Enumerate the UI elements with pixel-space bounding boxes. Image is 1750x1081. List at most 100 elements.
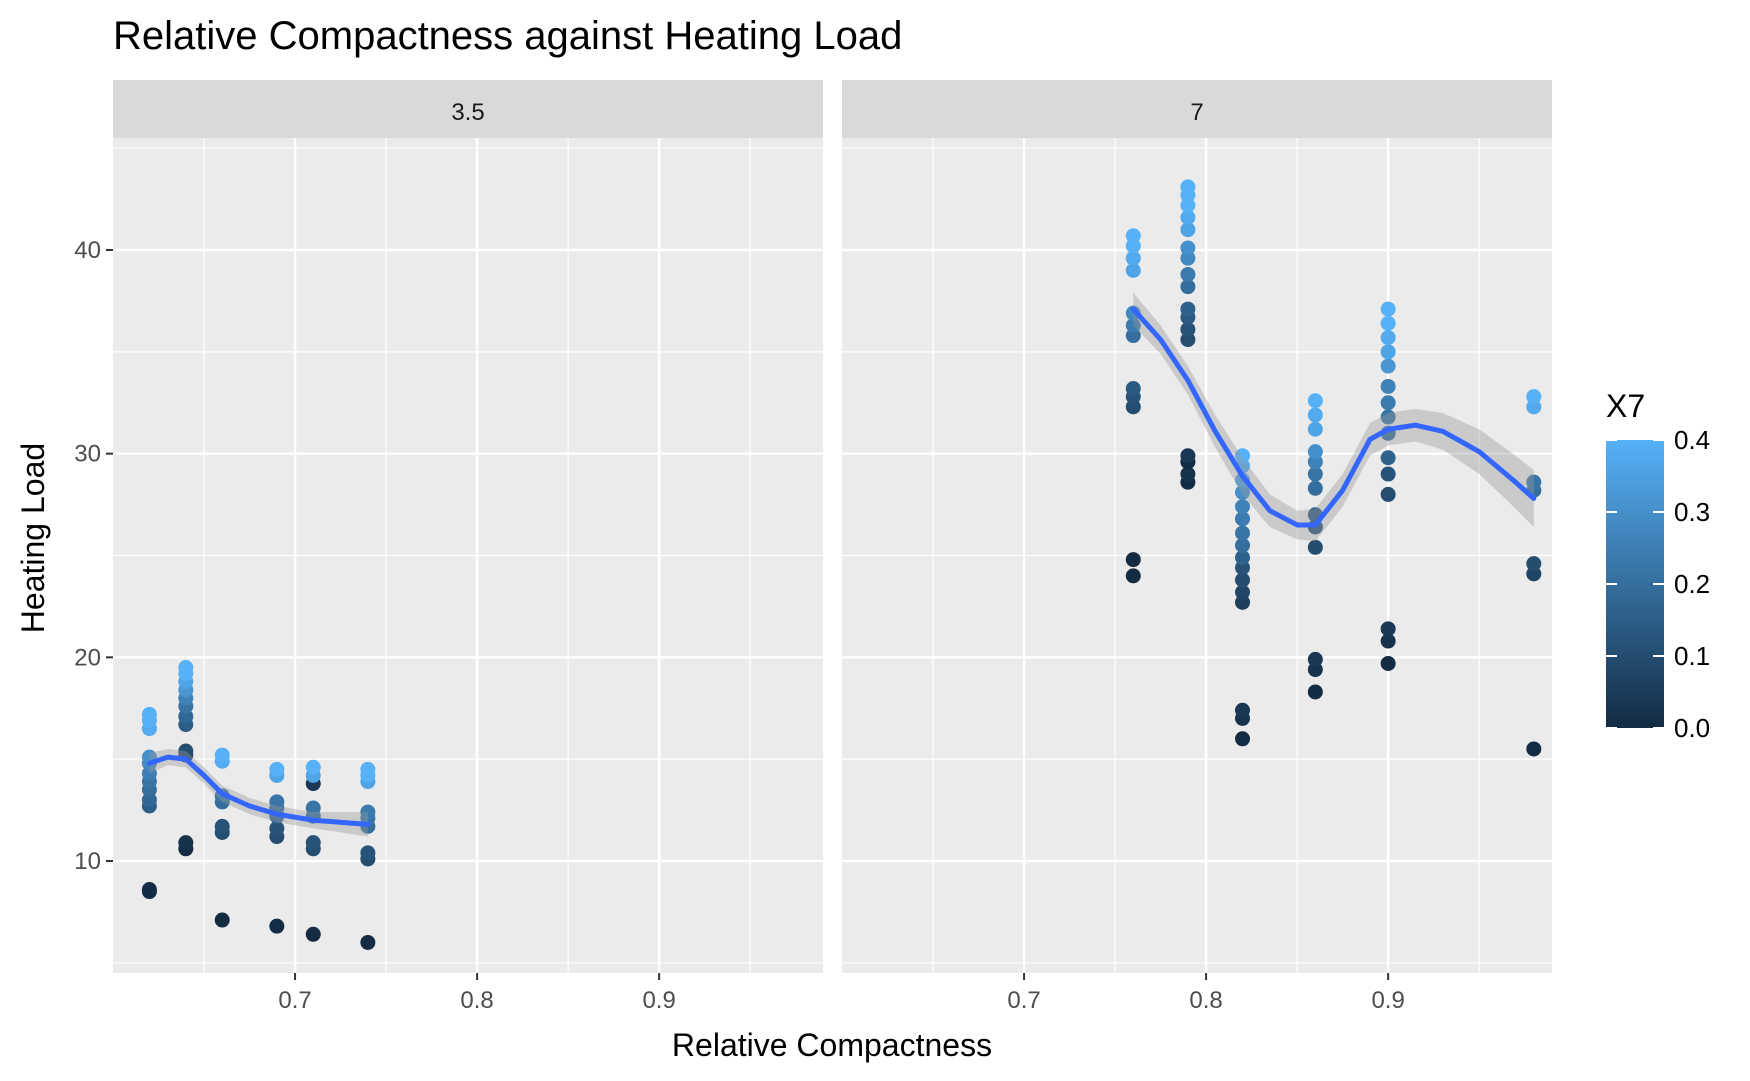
data-point (1380, 395, 1396, 411)
data-point (141, 882, 157, 897)
data-point (1180, 301, 1196, 317)
data-point (1307, 421, 1323, 437)
facet-strip (842, 80, 1552, 138)
data-point (178, 835, 194, 851)
data-point (1380, 409, 1396, 425)
y-axis-label: Heating Load (15, 443, 51, 633)
chart-title: Relative Compactness against Heating Loa… (113, 14, 902, 58)
data-point (1125, 317, 1141, 333)
x-tick-label: 0.9 (1371, 987, 1404, 1014)
data-point (1235, 484, 1251, 500)
data-point (1380, 450, 1396, 466)
legend-tick-label: 0.2 (1674, 569, 1710, 599)
data-point (1526, 474, 1542, 490)
data-point (1180, 222, 1196, 238)
data-point (1180, 179, 1196, 195)
data-point (214, 747, 230, 763)
data-point (1180, 466, 1196, 482)
data-point (1380, 621, 1396, 637)
x-tick-label: 0.9 (642, 987, 675, 1014)
data-point (1307, 407, 1323, 423)
data-point (360, 761, 376, 777)
data-point (305, 926, 321, 942)
y-tick-label: 30 (74, 441, 101, 468)
data-point (1235, 550, 1251, 566)
data-point (1235, 537, 1251, 553)
data-point (1235, 499, 1251, 515)
smooth-line (146, 754, 371, 827)
y-tick-label: 20 (74, 644, 101, 671)
data-point (1307, 651, 1323, 667)
data-point (1307, 684, 1323, 700)
x-axis-label: Relative Compactness (672, 1027, 992, 1063)
facet-panel-1: 3.5 0.7 0.8 0.9 10 20 30 40 (74, 80, 823, 1014)
data-point (1125, 381, 1141, 396)
y-tick-label: 10 (74, 848, 101, 875)
data-point (178, 660, 194, 676)
data-point (214, 912, 230, 928)
data-point (360, 934, 376, 950)
data-point (1180, 321, 1196, 337)
data-point (1235, 584, 1251, 600)
facet-strip-label: 3.5 (451, 99, 484, 126)
data-point (1380, 301, 1396, 317)
data-point (141, 706, 157, 722)
color-legend: X7 0.0 0.1 0.2 0.3 0.4 (1606, 388, 1710, 743)
data-point (1235, 702, 1251, 718)
data-point (269, 820, 285, 836)
data-point (1235, 525, 1251, 541)
x-tick-label: 0.7 (1007, 987, 1040, 1014)
data-point (1235, 731, 1251, 747)
data-point (360, 804, 376, 820)
data-point (305, 835, 321, 851)
legend-tick-label: 0.0 (1674, 713, 1710, 743)
data-point (269, 761, 285, 777)
data-point (1380, 330, 1396, 346)
facet-strip (113, 80, 823, 138)
x-tick-label: 0.7 (278, 987, 311, 1014)
confidence-band (149, 748, 368, 837)
data-point (269, 794, 285, 810)
y-tick-label: 40 (74, 237, 101, 264)
x-tick-label: 0.8 (1189, 987, 1222, 1014)
data-point (1526, 389, 1542, 405)
data-point (1526, 741, 1542, 757)
data-point (1380, 486, 1396, 502)
data-point (1526, 556, 1542, 572)
data-point (1307, 444, 1323, 460)
data-point (269, 918, 285, 934)
data-point (1125, 568, 1141, 584)
data-point (1380, 378, 1396, 394)
data-point (1125, 228, 1141, 244)
data-point (1380, 466, 1396, 482)
data-point (1125, 250, 1141, 266)
legend-title: X7 (1606, 388, 1645, 424)
legend-tick-label: 0.1 (1674, 641, 1710, 671)
data-point (1180, 240, 1196, 256)
data-point (1307, 539, 1323, 555)
data-point (1380, 344, 1396, 360)
data-point (1235, 572, 1251, 588)
data-point (1235, 511, 1251, 527)
data-point (1380, 655, 1396, 671)
data-point (178, 743, 194, 759)
data-point (1380, 315, 1396, 331)
data-point (1307, 480, 1323, 496)
data-point (1125, 262, 1141, 278)
data-point (305, 800, 321, 816)
data-point (1180, 209, 1196, 225)
data-point (1180, 279, 1196, 295)
confidence-band (1133, 292, 1534, 542)
data-point (1125, 552, 1141, 568)
facet-panels: 3.5 0.7 0.8 0.9 10 20 30 40 7 0.7 0.8 0.9 (74, 80, 1552, 1014)
facet-strip-label: 7 (1190, 99, 1203, 126)
data-point (1180, 266, 1196, 282)
data-point (1307, 466, 1323, 482)
data-point (1380, 358, 1396, 374)
data-point (1380, 633, 1396, 649)
data-point (360, 845, 376, 861)
data-point (214, 818, 230, 834)
facet-panel-2: 7 0.7 0.8 0.9 (842, 80, 1552, 1014)
data-point (1235, 448, 1251, 464)
